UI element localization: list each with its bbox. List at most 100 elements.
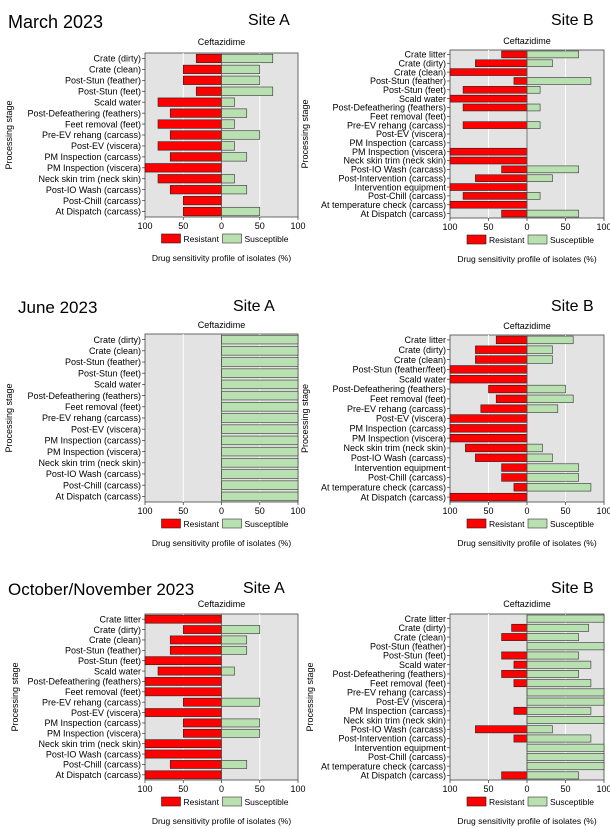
x-tick-label: 50 [178,784,188,794]
x-tick-label: 100 [442,506,457,516]
x-tick-label: 100 [596,222,610,232]
y-axis-label: Processing stage [4,100,14,169]
bar-susceptible [526,642,605,651]
legend-label-resistant: Resistant [489,235,525,245]
category-label: Post-IO Wash (carcass) [46,185,141,195]
x-tick-label: 50 [255,506,265,516]
bar-susceptible [526,706,592,715]
site-title-march-b: Site B [551,12,594,29]
bar-susceptible [526,633,579,641]
category-label: Crate (dirty) [93,625,141,635]
category-label: PM Inspection (viscera) [47,163,141,173]
legend-swatch-susceptible [222,233,242,244]
category-label: Neck skin trim (neck skin) [38,174,141,184]
x-tick-label: 100 [596,506,610,516]
category-label: Scald water [94,97,141,107]
category-label: Crate litter [404,50,446,60]
bar-susceptible [526,753,605,761]
category-label: At Dispatch (carcass) [360,771,446,781]
legend-swatch-resistant [466,234,487,245]
category-label: At Dispatch (carcass) [360,209,446,219]
legend-label-susceptible: Susceptible [550,235,594,245]
category-label: Post-Chill (carcass) [63,760,141,770]
legend-swatch-resistant [161,796,181,807]
category-label: At Dispatch (carcass) [55,207,141,217]
category-label: Crate (dirty) [398,58,446,68]
category-label: Neck skin trim (neck skin) [343,443,446,453]
bar-resistant [501,771,528,780]
x-tick-label: 0 [524,222,529,232]
x-tick-label: 50 [483,506,493,516]
legend-swatch-resistant [466,518,487,529]
legend-label-resistant: Resistant [489,519,525,529]
category-label: PM Inspection (carcass) [349,138,446,148]
site-title-octnov-a: Site A [243,580,285,597]
bar-susceptible [526,697,605,706]
x-tick-label: 100 [137,506,152,516]
category-label: Post-Defeathering (feathers) [332,669,446,679]
category-label: Feet removal (feet) [65,402,141,412]
chart-title: Ceftazidime [198,599,246,609]
y-axis-label: Processing stage [305,662,315,731]
category-label: Neck skin trim (neck skin) [38,458,141,468]
category-label: Post-Stun (feather) [370,641,446,651]
x-tick-label: 50 [178,221,188,231]
legend-swatch-susceptible [527,234,548,245]
category-label: At Dispatch (carcass) [55,770,141,780]
category-label: Crate (clean) [394,67,446,77]
category-label: Post-EV (viscera) [376,414,446,424]
category-label: Feet removal (feet) [65,687,141,697]
legend-label-susceptible: Susceptible [550,797,594,807]
x-tick-label: 50 [255,784,265,794]
legend-label-resistant: Resistant [184,234,220,244]
category-label: Scald water [399,660,446,670]
category-label: Crate (dirty) [398,345,446,355]
period-title-june: June 2023 [18,298,98,317]
x-axis-label: Drug sensitivity profile of isolates (%) [152,816,292,826]
chart-title: Ceftazidime [198,37,246,47]
bar-resistant [475,725,528,734]
bar-susceptible [526,679,592,688]
category-label: Pre-EV rehang (carcass) [347,404,446,414]
category-label: Crate (clean) [89,65,141,75]
x-tick-label: 100 [137,784,152,794]
bar-susceptible [526,651,579,660]
category-label: Scald water [94,380,141,390]
legend-label-resistant: Resistant [489,797,525,807]
category-label: Post-Chill (carcass) [368,473,446,483]
y-axis-label: Processing stage [10,662,20,731]
category-label: Crate (dirty) [93,54,141,64]
x-tick-label: 50 [560,506,570,516]
bar-susceptible [526,660,592,669]
legend-swatch-susceptible [222,796,242,807]
category-label: PM Inspection (carcass) [349,424,446,434]
legend-swatch-resistant [466,796,487,807]
category-label: Post-Chill (carcass) [63,196,141,206]
bar-susceptible [526,771,579,780]
category-label: Post-IO Wash (carcass) [351,165,446,175]
x-tick-label: 100 [290,506,305,516]
x-axis-label: Drug sensitivity profile of isolates (%) [152,253,292,263]
x-tick-label: 50 [178,506,188,516]
legend-label-susceptible: Susceptible [550,519,594,529]
legend-swatch-resistant [161,233,181,244]
category-label: PM Inspection (viscera) [47,447,141,457]
category-label: Crate (clean) [394,355,446,365]
chart-title: Ceftazidime [503,321,551,331]
x-tick-label: 50 [560,222,570,232]
category-label: Post-IO Wash (carcass) [351,724,446,734]
legend-swatch-susceptible [527,518,548,529]
y-axis-label: Processing stage [300,384,310,453]
chart-title: Ceftazidime [503,599,551,609]
x-tick-label: 100 [442,222,457,232]
category-label: Neck skin trim (neck skin) [343,156,446,166]
category-label: Crate (clean) [89,635,141,645]
category-label: Crate (clean) [394,632,446,642]
period-title-march: March 2023 [8,12,104,32]
category-label: PM Inspection (carcass) [44,152,141,162]
category-label: Intervention equipment [354,182,446,192]
category-label: Post-Chill (carcass) [368,191,446,201]
category-label: Post-EV (viscera) [376,697,446,707]
